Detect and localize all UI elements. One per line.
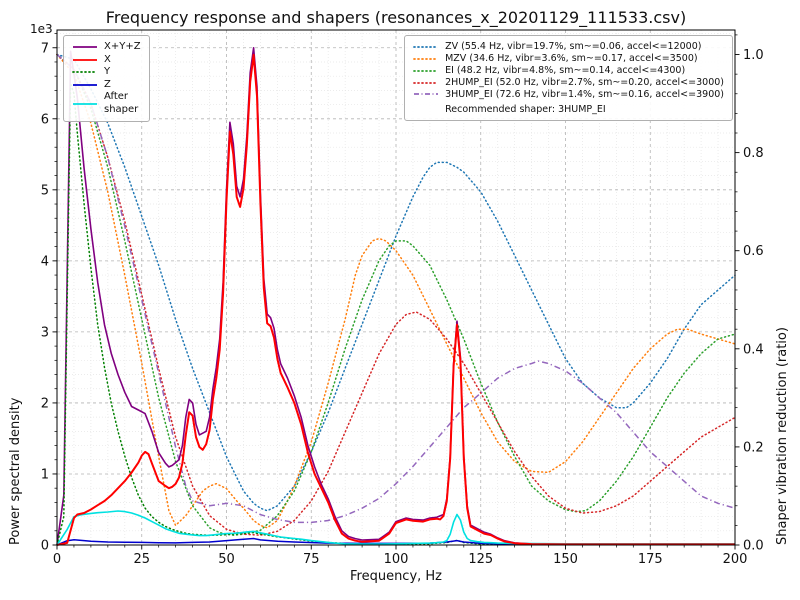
x-axis-label: Frequency, Hz <box>349 569 443 584</box>
series-x <box>56 53 735 546</box>
series-3hump-ei <box>56 53 736 524</box>
legend-label: EI (48.2 Hz, vibr=4.8%, sm~=0.14, accel<… <box>445 64 686 76</box>
legend-label: After shaper <box>104 91 139 115</box>
y-right-tick-label: 0.6 <box>743 244 764 259</box>
y-right-tick-label: 0.0 <box>743 539 764 554</box>
legend-sample-line <box>413 57 439 60</box>
legend-item: X <box>72 54 141 67</box>
y-left-tick-label: 4 <box>41 254 49 269</box>
x-tick-label: 125 <box>468 552 493 567</box>
series-ei <box>56 53 736 536</box>
legend-psd: X+Y+Z X Y Z After shaper <box>63 35 150 122</box>
x-tick-label: 25 <box>133 552 150 567</box>
legend-item: EI (48.2 Hz, vibr=4.8%, sm~=0.14, accel<… <box>413 65 724 77</box>
x-tick-label: 100 <box>384 552 409 567</box>
y-left-tick-label: 3 <box>41 325 49 340</box>
y-left-tick-label: 1 <box>41 467 49 482</box>
legend-sample-line <box>73 46 97 49</box>
y-right-tick-label: 0.2 <box>743 440 764 455</box>
legend-label: 3HUMP_EI (72.6 Hz, vibr=1.4%, sm~=0.16, … <box>445 88 724 100</box>
y-right-axis-label: Shaper vibration reduction (ratio) <box>775 327 790 545</box>
legend-shapers: ZV (55.4 Hz, vibr=19.7%, sm~=0.06, accel… <box>404 35 733 122</box>
legend-label: ZV (55.4 Hz, vibr=19.7%, sm~=0.06, accel… <box>445 41 702 52</box>
legend-label: Y <box>104 66 111 77</box>
legend-footer: Recommended shaper: 3HUMP_EI <box>445 104 606 116</box>
series-mzv <box>56 53 736 529</box>
legend-sample-line <box>414 93 439 96</box>
legend-label: MZV (34.6 Hz, vibr=3.6%, sm~=0.17, accel… <box>445 52 698 64</box>
series-after-shaper <box>56 510 735 546</box>
y-left-axis-label: Power spectral density <box>8 397 23 545</box>
legend-label: Z <box>104 78 111 90</box>
y-left-tick-label: 0 <box>41 539 49 554</box>
legend-label: X+Y+Z <box>104 41 141 52</box>
legend-sample-line <box>413 69 439 72</box>
x-tick-label: 175 <box>638 552 663 567</box>
legend-label: X <box>104 53 111 65</box>
y-left-tick-label: 7 <box>41 41 49 56</box>
y-left-tick-label: 2 <box>41 396 49 411</box>
y-right-tick-label: 1.0 <box>743 48 764 63</box>
chart-title: Frequency response and shapers (resonanc… <box>105 8 687 27</box>
legend-sample-line <box>72 71 98 74</box>
y-right-tick-label: 0.4 <box>743 342 764 357</box>
series-zv <box>56 53 736 512</box>
legend-label: 2HUMP_EI (52.0 Hz, vibr=2.7%, sm~=0.20, … <box>445 76 724 88</box>
legend-sample-line <box>413 46 439 48</box>
series-2hump-ei <box>56 53 736 536</box>
legend-shaper-items: ZV (55.4 Hz, vibr=19.7%, sm~=0.06, accel… <box>413 41 724 100</box>
legend-item: Z <box>72 79 141 92</box>
legend-sample-line <box>73 83 97 86</box>
legend-item: Y <box>72 66 141 79</box>
legend-sample-line <box>73 58 97 61</box>
y-right-tick-label: 0.8 <box>743 146 764 161</box>
y-left-tick-label: 6 <box>41 112 49 127</box>
legend-sample-line <box>413 81 439 84</box>
legend-sample-line <box>73 102 97 105</box>
x-tick-label: 150 <box>553 552 578 567</box>
legend-item: 2HUMP_EI (52.0 Hz, vibr=2.7%, sm~=0.20, … <box>413 77 724 89</box>
legend-item: After shaper <box>72 91 141 116</box>
legend-item: ZV (55.4 Hz, vibr=19.7%, sm~=0.06, accel… <box>413 41 724 53</box>
legend-item: MZV (34.6 Hz, vibr=3.6%, sm~=0.17, accel… <box>413 53 724 65</box>
legend-psd-items: X+Y+Z X Y Z After shaper <box>72 41 141 116</box>
x-tick-label: 0 <box>53 552 61 567</box>
x-tick-label: 75 <box>303 552 320 567</box>
legend-item: 3HUMP_EI (72.6 Hz, vibr=1.4%, sm~=0.16, … <box>413 89 724 101</box>
x-tick-label: 200 <box>723 552 748 567</box>
legend-item: X+Y+Z <box>72 41 141 54</box>
x-tick-label: 50 <box>218 552 235 567</box>
y-axis-offset-text: 1e3 <box>30 22 53 36</box>
y-left-tick-label: 5 <box>41 183 49 198</box>
